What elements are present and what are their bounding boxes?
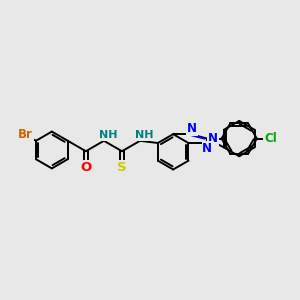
Text: NH: NH [99,130,118,140]
Text: O: O [80,161,92,174]
Text: Br: Br [18,128,33,141]
Text: N: N [208,132,218,145]
Text: N: N [202,142,212,155]
Text: N: N [187,122,197,135]
Text: Cl: Cl [264,132,277,145]
Text: S: S [117,161,127,174]
Text: NH: NH [135,130,154,140]
